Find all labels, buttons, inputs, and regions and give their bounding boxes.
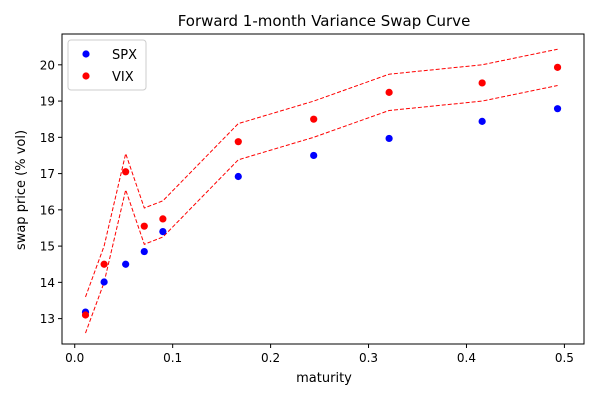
lower-band-line <box>85 85 558 334</box>
vix-point <box>234 138 242 146</box>
x-tick-label: 0.4 <box>457 351 476 365</box>
vix-point <box>159 215 167 223</box>
legend-label-spx: SPX <box>112 48 137 63</box>
y-tick-label: 13 <box>40 312 55 326</box>
spx-point <box>553 105 562 113</box>
legend: SPX VIX <box>67 39 147 91</box>
y-axis-label: swap price (% vol) <box>14 130 29 250</box>
legend-marker-spx <box>82 50 90 58</box>
y-tick-label: 19 <box>40 95 55 109</box>
y-tick-label: 17 <box>40 167 55 181</box>
vix-point <box>81 311 90 319</box>
y-tick-label: 15 <box>40 240 55 254</box>
vix-point <box>478 79 486 87</box>
vix-point <box>385 88 393 96</box>
x-tick-label: 0.1 <box>163 351 182 365</box>
plot-frame <box>61 33 585 345</box>
y-tick-label: 20 <box>40 58 55 72</box>
vix-point <box>553 63 562 71</box>
spx-point <box>478 117 486 125</box>
spx-point <box>234 172 242 181</box>
spx-point <box>100 278 108 286</box>
x-tick-label: 0.2 <box>261 351 280 365</box>
legend-label-vix: VIX <box>112 70 134 85</box>
upper-band-line <box>85 48 558 298</box>
y-tick-label: 18 <box>40 131 55 145</box>
x-tick-label: 0.3 <box>359 351 378 365</box>
spx-point <box>140 247 148 256</box>
spx-point <box>159 228 167 236</box>
spx-point <box>122 260 130 268</box>
y-tick-label: 16 <box>40 203 55 217</box>
x-tick-label: 0.5 <box>555 351 574 365</box>
vix-point <box>100 260 108 268</box>
vix-point <box>310 115 318 123</box>
x-axis-label: maturity <box>296 371 352 386</box>
x-tick-label: 0.0 <box>65 351 84 365</box>
vix-point <box>140 222 148 230</box>
spx-point <box>385 134 393 143</box>
y-tick-label: 14 <box>40 276 55 290</box>
spx-point <box>310 151 318 160</box>
legend-marker-vix <box>82 72 90 80</box>
vix-point <box>122 168 130 176</box>
chart-title: Forward 1-month Variance Swap Curve <box>178 12 471 30</box>
plot-area: 0.0 0.1 0.2 0.3 0.4 0.5 13 14 15 16 17 18 19 20 <box>40 33 585 365</box>
